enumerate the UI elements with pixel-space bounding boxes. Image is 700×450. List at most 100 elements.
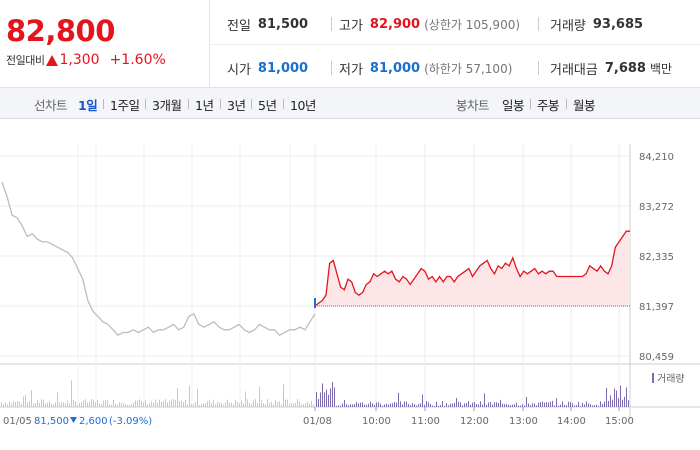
stat-value: 82,900 xyxy=(369,17,421,32)
volume-bar xyxy=(117,404,118,407)
volume-bar xyxy=(386,403,387,407)
stat-value: 93,685 xyxy=(592,17,644,32)
volume-bar xyxy=(9,401,10,407)
volume-bar xyxy=(488,402,489,407)
tab-separator xyxy=(145,99,146,109)
today-fill-area xyxy=(315,231,630,307)
volume-bar xyxy=(580,405,581,407)
volume-bar xyxy=(438,405,439,407)
volume-bar xyxy=(297,399,298,407)
volume-bar xyxy=(39,402,40,407)
prev-day-change-pct: (-3.09%) xyxy=(109,416,152,427)
volume-bar xyxy=(219,402,220,407)
volume-bar xyxy=(97,400,98,407)
volume-bar xyxy=(544,402,545,407)
candle-daily-tab[interactable]: 일봉 xyxy=(502,98,525,113)
volume-bar xyxy=(492,404,493,407)
volume-bar xyxy=(320,392,321,407)
volume-bar xyxy=(7,404,8,407)
stat-volume: 거래량 93,685 xyxy=(550,15,643,34)
volume-bar xyxy=(316,391,317,407)
y-tick-label: 81,397 xyxy=(639,302,674,313)
volume-bar xyxy=(616,390,617,407)
volume-bar xyxy=(448,405,449,407)
volume-bar xyxy=(89,402,90,407)
volume-bar xyxy=(452,403,453,407)
candle-weekly-tab[interactable]: 주봉 xyxy=(537,98,560,113)
volume-bar xyxy=(139,399,140,407)
volume-bar xyxy=(414,404,415,407)
volume-bar xyxy=(19,401,20,407)
volume-bar xyxy=(528,403,529,407)
volume-bar xyxy=(25,395,26,407)
volume-bar xyxy=(550,401,551,407)
volume-bar xyxy=(538,402,539,407)
change-label: 전일대비 xyxy=(6,54,45,67)
volume-bar xyxy=(259,386,260,407)
range-5y-tab[interactable]: 5년 xyxy=(258,98,277,113)
volume-bar xyxy=(464,403,465,407)
volume-bar xyxy=(624,396,625,407)
volume-bar xyxy=(287,399,288,407)
volume-bar xyxy=(426,401,427,407)
volume-bar xyxy=(472,402,473,407)
stat-unit: 백만 xyxy=(649,62,673,76)
volume-bar xyxy=(478,404,479,407)
volume-bar xyxy=(163,400,164,407)
volume-bar xyxy=(141,401,142,407)
change-percent: +1.60% xyxy=(109,52,166,68)
range-3y-tab[interactable]: 3년 xyxy=(227,98,246,113)
stat-label: 고가 xyxy=(339,19,363,34)
range-3m-tab[interactable]: 3개월 xyxy=(152,98,182,113)
volume-bar xyxy=(324,392,325,407)
volume-bar xyxy=(340,405,341,407)
volume-bar xyxy=(17,400,18,407)
range-1y-tab[interactable]: 1년 xyxy=(195,98,214,113)
volume-bar xyxy=(155,399,156,407)
range-1d-tab[interactable]: 1일 xyxy=(78,98,98,113)
volume-bar xyxy=(540,402,541,407)
y-tick-label: 80,459 xyxy=(639,352,674,363)
price-chart[interactable]: 84,210 83,272 82,335 81,397 80,459 거래량 01/08 10… xyxy=(0,119,700,450)
range-10y-tab[interactable]: 10년 xyxy=(290,98,316,113)
x-tick-label: 10:00 xyxy=(362,416,391,427)
volume-bar xyxy=(53,404,54,407)
volume-bar xyxy=(61,402,62,407)
volume-bar xyxy=(135,400,136,407)
volume-bar xyxy=(402,404,403,407)
volume-bar xyxy=(73,399,74,407)
volume-bar xyxy=(518,405,519,407)
volume-bar xyxy=(31,390,32,407)
volume-bar xyxy=(360,402,361,407)
volume-bar xyxy=(588,403,589,407)
volume-bar xyxy=(408,404,409,407)
up-triangle-icon xyxy=(46,54,59,66)
candle-monthly-tab[interactable]: 월봉 xyxy=(573,98,596,113)
volume-bar xyxy=(536,405,537,407)
volume-bar xyxy=(83,400,84,407)
x-tick-label: 13:00 xyxy=(509,416,538,427)
volume-bar xyxy=(5,402,6,407)
volume-bar xyxy=(115,404,116,407)
volume-bar xyxy=(510,405,511,407)
volume-bar xyxy=(350,404,351,407)
range-1w-tab[interactable]: 1주일 xyxy=(110,98,140,113)
volume-bar xyxy=(269,402,270,407)
volume-bar xyxy=(267,399,268,407)
volume-bar xyxy=(293,403,294,407)
volume-bar xyxy=(213,399,214,407)
volume-bar xyxy=(516,402,517,407)
volume-bar xyxy=(159,399,160,407)
volume-bar xyxy=(422,394,423,407)
volume-bar xyxy=(227,399,228,407)
volume-bar xyxy=(470,404,471,407)
volume-bar xyxy=(105,399,106,407)
volume-legend-label: 거래량 xyxy=(657,373,685,385)
volume-bar xyxy=(161,402,162,407)
volume-bar xyxy=(486,404,487,407)
volume-legend-swatch xyxy=(652,373,654,383)
volume-bar xyxy=(578,401,579,407)
volume-bar xyxy=(502,403,503,407)
volume-bar xyxy=(271,401,272,407)
volume-bar xyxy=(67,400,68,407)
